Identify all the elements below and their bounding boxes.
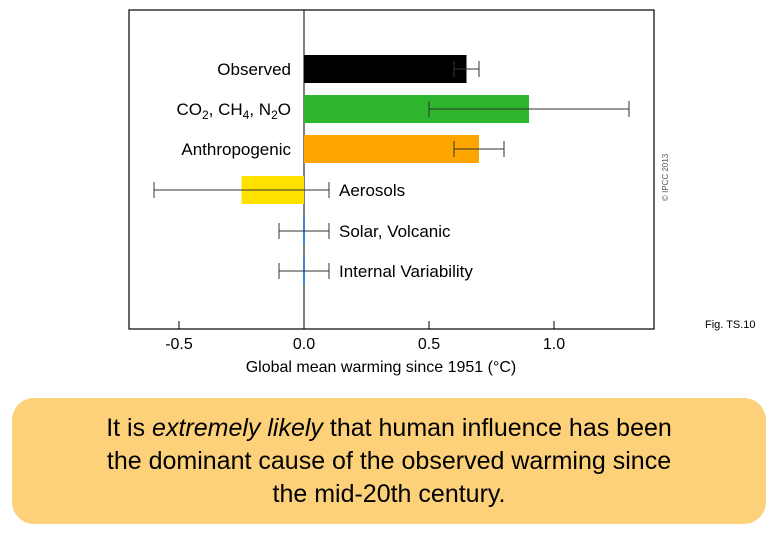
x-tick-label: 0.5 — [418, 336, 440, 353]
category-label: Internal Variability — [339, 262, 473, 281]
x-tick-label: 1.0 — [543, 336, 565, 353]
category-label: Aerosols — [339, 181, 405, 200]
conclusion-text-end: that human influence has been the domina… — [106, 413, 672, 508]
category-labels: Observed CO2, CH4, N2O Anthropogenic Aeroso… — [176, 60, 473, 281]
x-axis-title: Global mean warming since 1951 (°C) — [246, 359, 517, 376]
x-tick-label: -0.5 — [165, 336, 193, 353]
bar — [304, 135, 479, 163]
conclusion-text: It is extremely likely that human influe… — [89, 412, 689, 511]
bar — [304, 55, 467, 83]
category-label: Observed — [217, 60, 291, 79]
figure-label: Fig. TS.10 — [705, 319, 756, 331]
conclusion-text-start: It is — [106, 413, 153, 442]
conclusion-callout: It is extremely likely that human influe… — [12, 398, 766, 524]
category-label: Anthropogenic — [181, 140, 291, 159]
x-tick-label: 0.0 — [293, 336, 315, 353]
copyright-text: © IPCC 2013 — [661, 153, 670, 201]
error-bars — [153, 61, 630, 279]
plot-frame — [128, 9, 655, 330]
category-label: CO2, CH4, N2O — [176, 100, 291, 122]
conclusion-emphasis: extremely likely — [152, 413, 323, 442]
x-axis-ticks: -0.5 0.0 0.5 1.0 — [165, 321, 565, 353]
bars — [241, 55, 529, 285]
attribution-chart: -0.5 0.0 0.5 1.0 Observed CO2, CH4, N2O Anthr… — [128, 9, 756, 376]
category-label: Solar, Volcanic — [339, 222, 451, 241]
